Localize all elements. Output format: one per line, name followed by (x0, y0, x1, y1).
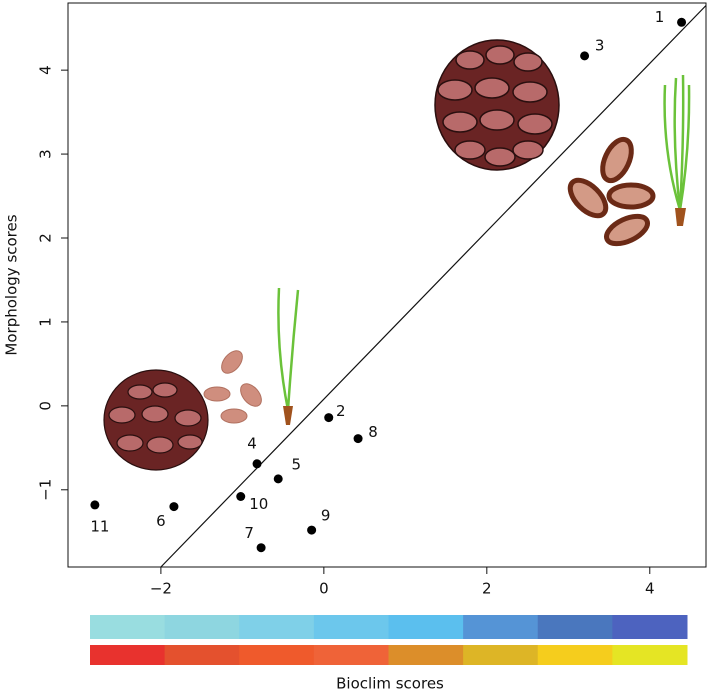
point (252, 459, 262, 469)
y-tick-label: 3 (37, 149, 55, 159)
color-scale-cell (463, 645, 539, 665)
point (90, 500, 100, 510)
color-scale-cell (612, 645, 688, 665)
y-tick-label: −1 (37, 479, 55, 501)
color-scale-cell (388, 615, 464, 639)
plot-frame (67, 2, 707, 568)
point (353, 434, 363, 444)
color-scale-cell (239, 615, 315, 639)
x-tick-label: 2 (482, 580, 492, 598)
point (236, 492, 246, 501)
point-label: 8 (368, 423, 378, 441)
color-scale-cell (164, 645, 240, 665)
color-scale-cell (388, 645, 464, 665)
point-label: 5 (291, 455, 301, 473)
point (169, 502, 179, 512)
y-tick-label: 0 (37, 401, 55, 411)
color-scale-cell (313, 615, 389, 639)
seeds-small (203, 350, 262, 424)
point (677, 17, 687, 27)
point (580, 51, 590, 61)
point-label: 2 (336, 402, 346, 420)
color-scale-cell (537, 615, 613, 639)
color-scale-cell (90, 645, 166, 665)
color-scale-cell (463, 615, 539, 639)
point (273, 474, 283, 484)
y-tick-label: 2 (37, 233, 55, 243)
color-scale-cell (90, 615, 166, 639)
needle-base (675, 208, 686, 226)
y-tick-label: 4 (37, 65, 55, 75)
needles (277, 74, 691, 411)
x-tick-label: −2 (150, 580, 172, 598)
color-scale-cell (612, 615, 688, 639)
point-label: 3 (595, 36, 605, 54)
large-cone (434, 39, 560, 171)
point-label: 7 (244, 524, 254, 542)
x-axis-label: Bioclim scores (336, 675, 444, 693)
color-scale-cell (537, 645, 613, 665)
x-tick-label: 0 (319, 580, 329, 598)
x-tick-label: 4 (645, 580, 655, 598)
point (324, 413, 334, 423)
point-label: 4 (247, 434, 257, 452)
point-label: 11 (90, 517, 109, 535)
y-tick-label: 1 (37, 317, 55, 327)
reference-line (160, 5, 707, 568)
color-scale-cell (239, 645, 315, 665)
y-axis-label: Morphology scores (3, 214, 21, 355)
point-label: 1 (655, 8, 665, 26)
point (256, 543, 266, 553)
needle-base (283, 406, 293, 425)
color-scale-cell (313, 645, 389, 665)
seeds-large (567, 136, 656, 247)
point (307, 525, 317, 535)
color-scale-cell (164, 615, 240, 639)
point-label: 9 (321, 507, 331, 525)
small-cone (103, 369, 209, 471)
point-label: 10 (249, 495, 268, 513)
point-label: 6 (156, 512, 166, 530)
